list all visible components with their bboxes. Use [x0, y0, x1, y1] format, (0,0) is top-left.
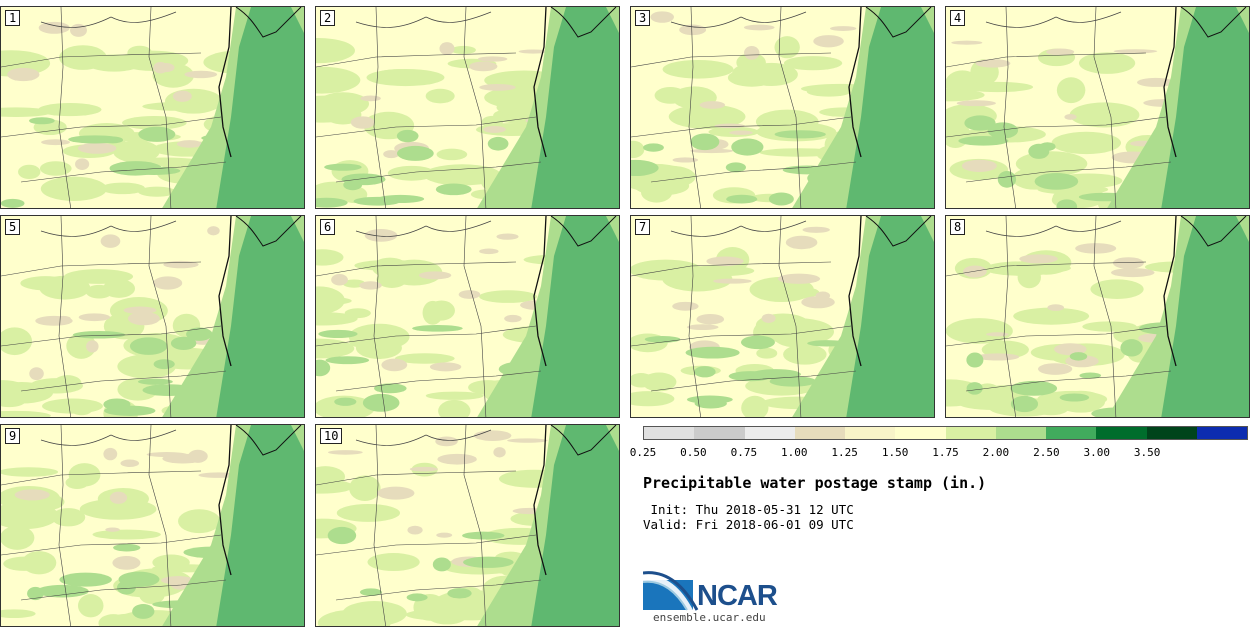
ensemble-member-panel[interactable]: 9 — [0, 424, 305, 627]
member-number-label: 6 — [320, 219, 336, 235]
member-number-label: 3 — [635, 10, 651, 26]
init-time: Init: Thu 2018-05-31 12 UTC — [643, 502, 854, 517]
colorbar-swatch — [1096, 427, 1147, 439]
ncar-logo-icon — [643, 571, 699, 611]
colorbar-tick-label: 0.25 — [629, 446, 657, 459]
member-number-label: 9 — [5, 428, 21, 444]
precipitable-water-map — [946, 7, 1249, 208]
colorbar-swatch — [845, 427, 896, 439]
ensemble-member-panel[interactable]: 4 — [945, 6, 1250, 209]
colorbar-tick-label: 2.50 — [1033, 446, 1060, 459]
colorbar-swatch — [1146, 427, 1197, 439]
colorbar-tick-label: 2.00 — [982, 446, 1010, 459]
ensemble-member-panel[interactable]: 2 — [315, 6, 620, 209]
plot-title: Precipitable water postage stamp (in.) — [643, 474, 987, 492]
member-number-label: 2 — [320, 10, 336, 26]
colorbar-swatch — [694, 427, 745, 439]
colorbar-tick-label: 1.50 — [881, 446, 909, 459]
precipitable-water-map — [1, 7, 304, 208]
precipitable-water-map — [316, 7, 619, 208]
colorbar-swatch — [1196, 427, 1247, 439]
ensemble-member-panel[interactable]: 7 — [630, 215, 935, 418]
precipitable-water-map — [631, 216, 934, 417]
ensemble-member-panel[interactable]: 3 — [630, 6, 935, 209]
colorbar-swatch — [895, 427, 946, 439]
member-number-label: 10 — [320, 428, 343, 444]
precipitable-water-map — [631, 7, 934, 208]
valid-time: Valid: Fri 2018-06-01 09 UTC — [643, 517, 854, 532]
precipitable-water-map — [1, 425, 304, 626]
website-url[interactable]: ensemble.ucar.edu — [653, 611, 766, 624]
colorbar-tick-label: 0.75 — [730, 446, 758, 459]
member-number-label: 8 — [950, 219, 966, 235]
precipitable-water-map — [316, 216, 619, 417]
colorbar-swatch — [945, 427, 996, 439]
colorbar-tick-label: 3.50 — [1133, 446, 1161, 459]
colorbar-tick-label: 3.00 — [1083, 446, 1111, 459]
precipitable-water-map — [316, 425, 619, 626]
precipitable-water-map — [1, 216, 304, 417]
ncar-logo-text: NCAR — [697, 580, 778, 612]
ensemble-member-panel[interactable]: 1 — [0, 6, 305, 209]
colorbar-tick-label: 1.00 — [781, 446, 808, 459]
colorbar-tick-label: 0.50 — [680, 446, 707, 459]
colorbar-swatch — [744, 427, 795, 439]
colorbar-swatch — [995, 427, 1046, 439]
member-number-label: 4 — [950, 10, 966, 26]
precipitable-water-map — [946, 216, 1249, 417]
ensemble-member-panel[interactable]: 10 — [315, 424, 620, 627]
colorbar-tick-label: 1.25 — [831, 446, 858, 459]
member-number-label: 5 — [5, 219, 21, 235]
ensemble-member-panel[interactable]: 6 — [315, 215, 620, 418]
ensemble-member-panel[interactable]: 8 — [945, 215, 1250, 418]
colorbar — [643, 426, 1248, 440]
colorbar-swatch — [1046, 427, 1097, 439]
member-number-label: 1 — [5, 10, 21, 26]
colorbar-swatch — [794, 427, 845, 439]
colorbar-swatch — [644, 427, 695, 439]
member-number-label: 7 — [635, 219, 651, 235]
colorbar-tick-label: 1.75 — [932, 446, 959, 459]
ensemble-member-panel[interactable]: 5 — [0, 215, 305, 418]
